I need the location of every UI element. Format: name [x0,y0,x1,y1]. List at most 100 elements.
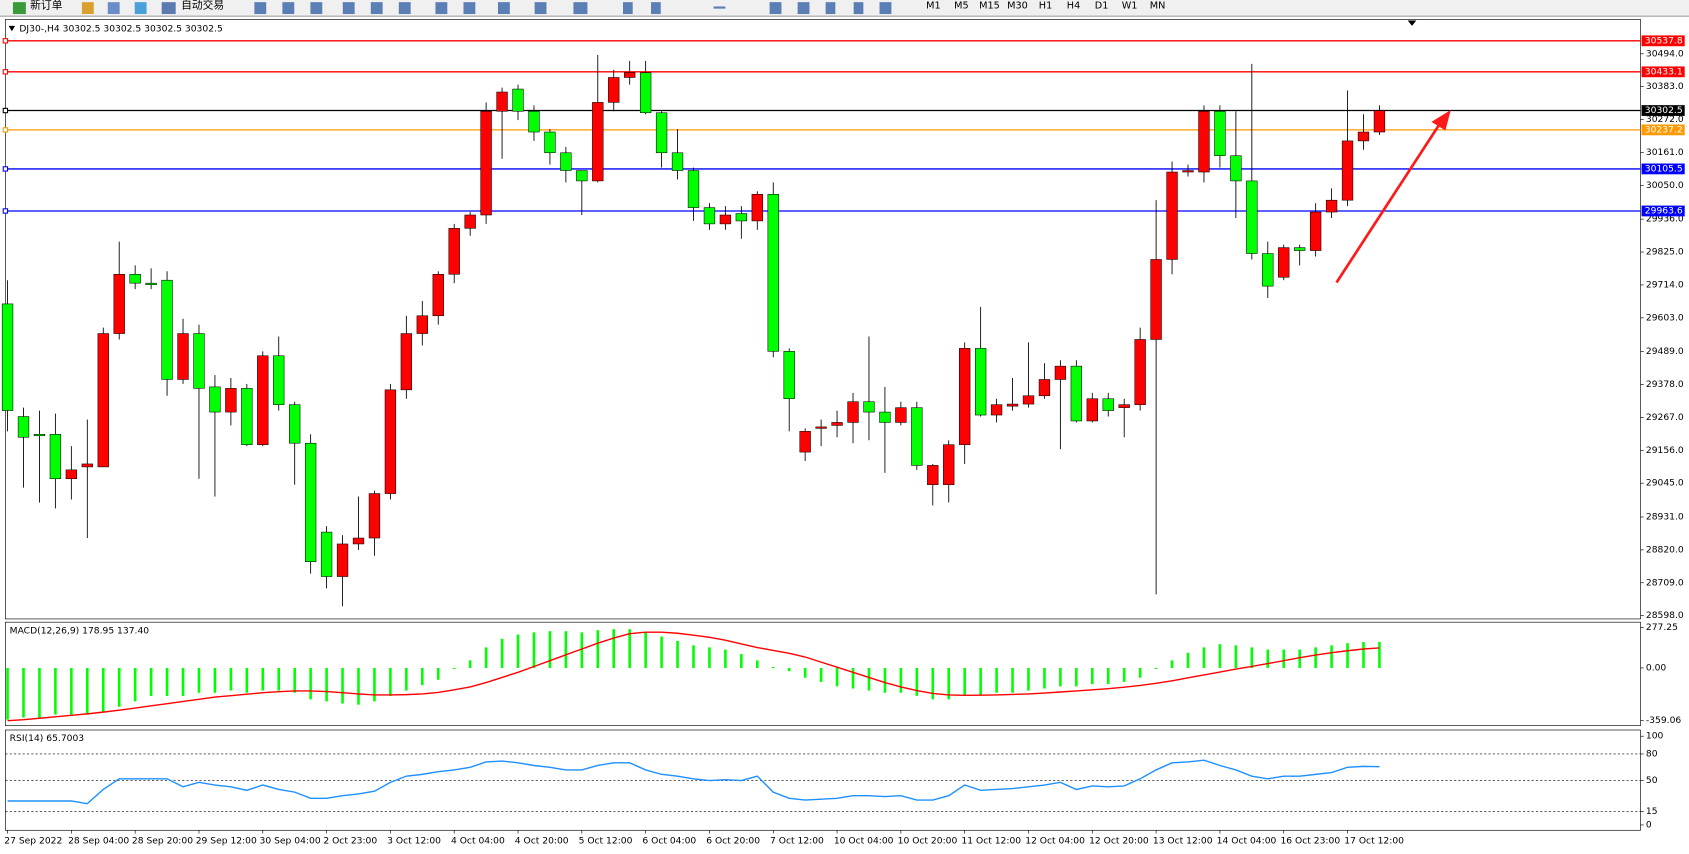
candle-body [783,351,795,400]
macd-bar [963,667,966,696]
timeframe-button[interactable]: W1 [1122,0,1138,11]
x-tick-label: 2 Oct 23:00 [323,836,377,847]
macd-bar [771,666,775,668]
candle-body [304,442,317,563]
x-tick-label: 4 Oct 04:00 [451,836,505,847]
tool-icon[interactable] [651,2,661,15]
candle-body [352,537,365,545]
price-level-box [1641,35,1685,47]
toolbar: 新订单 自动交易 M1 M5 M15 M30 H1 H4 D1 W [0,0,1689,17]
candle-body [608,77,620,103]
candle-body [1102,398,1114,411]
macd-title: MACD(12,26,9) 178.95 137.40 [10,625,150,636]
tool-icon[interactable] [254,2,267,15]
candle-body [177,333,189,380]
timeframe-button[interactable]: D1 [1095,0,1109,11]
y-tick-label: 29825.0 [1646,247,1684,258]
candle-body [719,214,732,225]
tool-icon[interactable] [282,2,295,15]
macd-bar [468,660,472,668]
y-tick-label: 30272.0 [1646,114,1684,125]
candle-body [113,274,125,334]
candle-body [767,193,779,352]
new-order-button[interactable]: 新订单 [30,0,63,11]
macd-bar [516,634,520,668]
candle-body [209,386,221,413]
candle-body [320,531,333,577]
candle-body [97,333,109,468]
timeframe-button[interactable]: H1 [1039,0,1052,11]
macd-bar [484,647,488,668]
timeframe-button[interactable]: M30 [1007,0,1028,11]
price-level-label: 30433.1 [1645,66,1683,77]
tool-icon[interactable] [342,2,355,15]
macd-bar [1266,649,1270,668]
y-tick-label: 29936.0 [1646,214,1684,225]
timeframe-button[interactable]: M15 [979,0,1000,11]
tool-icon[interactable] [310,2,323,15]
x-tick-label: 17 Oct 12:00 [1344,836,1404,847]
tool-icon[interactable] [573,2,588,15]
macd-bar [452,667,456,669]
candle-body [592,102,604,182]
timeframe-button[interactable]: M5 [954,0,969,11]
tool-icon[interactable] [825,2,836,15]
macd-bar [628,629,631,668]
tool-icon[interactable] [107,2,120,15]
macd-bar [70,667,73,715]
candle-body [1309,211,1322,251]
new-order-icon[interactable] [12,2,26,15]
tool-icon[interactable] [398,2,411,15]
tool-icon[interactable] [370,2,383,15]
candle-body [1022,395,1035,405]
tool-icon[interactable] [879,2,892,15]
tool-icon[interactable] [797,2,810,15]
x-tick-label: 6 Oct 04:00 [642,836,696,847]
candle-body [655,112,668,154]
macd-bar [309,667,312,700]
tool-icon[interactable] [463,2,476,15]
tool-icon[interactable] [81,2,94,15]
macd-bar [1059,667,1062,687]
macd-bar [564,631,568,668]
symbol-menu-marker[interactable] [8,25,16,32]
candle-body [927,465,939,485]
candle-body [1070,365,1083,422]
macd-bar [1314,647,1317,668]
macd-bar [325,667,328,702]
tool-icon[interactable] [853,2,864,15]
x-tick-label: 28 Sep 04:00 [68,836,129,847]
tool-icon[interactable] [435,2,448,15]
macd-bar [1122,667,1126,682]
macd-bar [1298,649,1301,668]
macd-bar [1362,641,1365,668]
tool-icon[interactable] [769,2,782,15]
auto-trading-button[interactable]: 自动交易 [181,0,224,11]
macd-bar [1346,643,1349,668]
macd-bar [500,638,504,668]
timeframe-button[interactable]: M1 [926,0,941,11]
macd-bar [1043,667,1046,689]
candle-body [17,416,30,438]
timeframe-button[interactable]: MN [1150,0,1166,11]
macd-bar [979,667,982,695]
candle-body [639,72,652,114]
candle-body [624,72,636,78]
tool-icon[interactable] [534,2,547,15]
tool-icon[interactable] [497,2,510,15]
y-tick-label: 28598.0 [1646,610,1684,621]
x-tick-label: 5 Oct 12:00 [579,836,633,847]
tool-icon[interactable] [623,2,633,15]
timeframe-button[interactable]: H4 [1067,0,1080,11]
candle-body [1341,140,1354,201]
y-tick-label: 30494.0 [1646,48,1684,59]
x-tick-label: 7 Oct 12:00 [770,836,824,847]
macd-bar [357,667,360,705]
tool-icon[interactable] [713,6,726,9]
candle-body [496,91,508,112]
candle-body [1150,259,1162,340]
candle-body [687,170,700,208]
candle-body [368,493,381,539]
auto-trading-icon[interactable] [161,2,176,15]
tool-icon[interactable] [134,2,147,15]
